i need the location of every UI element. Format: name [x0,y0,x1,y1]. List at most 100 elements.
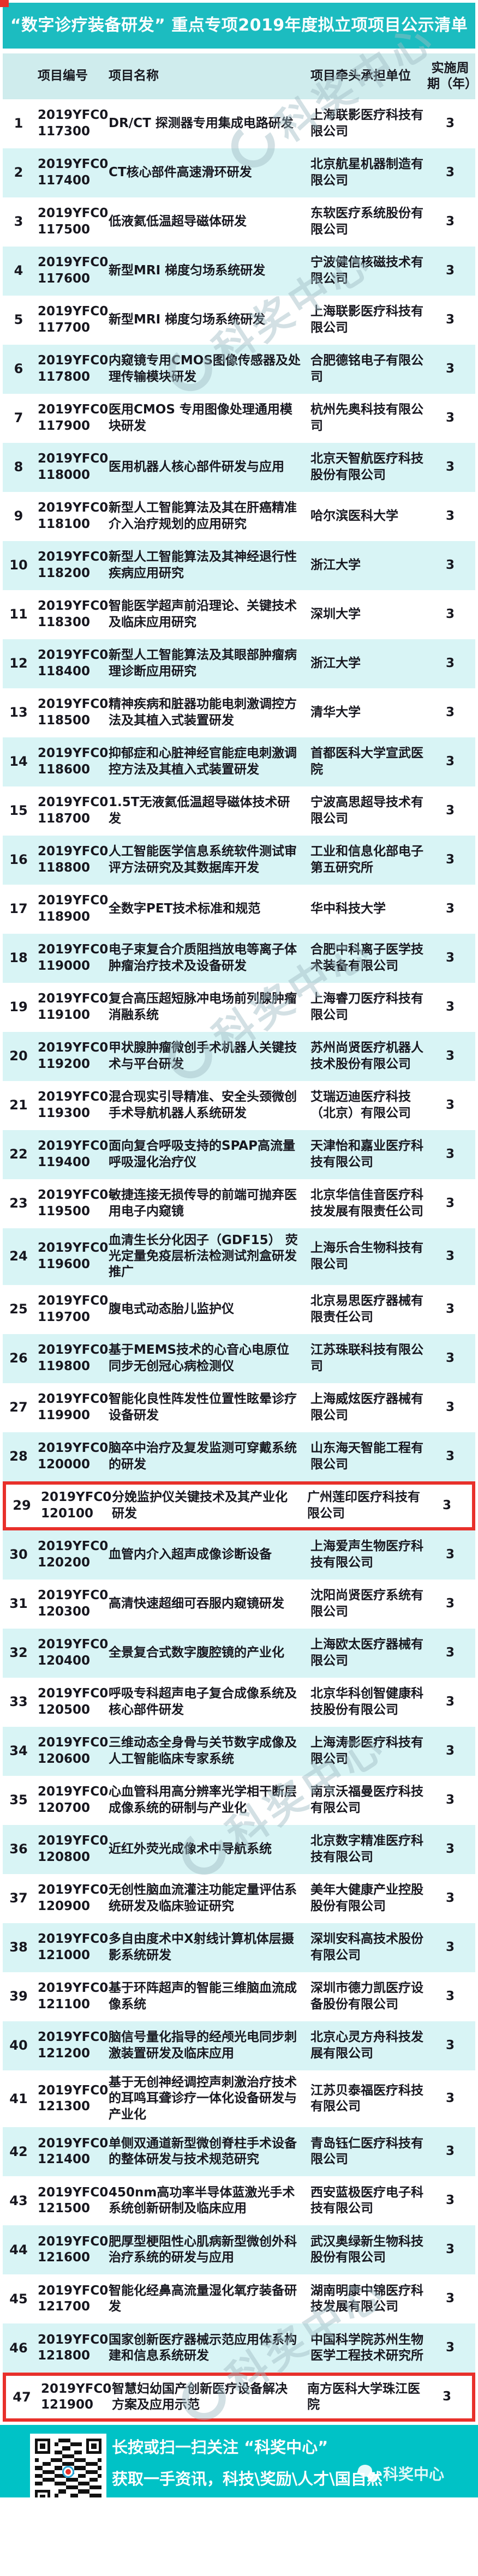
row-number: 30 [9,1547,28,1563]
table-row-21: 21 2019YFC0 119300 混合现实引导精准、安全头颈微创手术导航机器人系… [3,1080,475,1130]
row-number: 33 [9,1694,28,1710]
lead-organization: 上海威炫医疗器械有限公司 [310,1392,423,1422]
lead-organization: 北京天智航医疗科技股份有限公司 [310,452,423,482]
lead-organization: 武汉奥绿新生物科技股份有限公司 [310,2234,423,2265]
implementation-period: 3 [445,1302,455,1317]
lead-organization: 合肥德铭电子有限公司 [310,353,423,384]
lead-organization: 上海涛影医疗科技有限公司 [310,1736,423,1766]
implementation-period: 3 [445,1097,455,1112]
project-code: 2019YFC0 120900 [38,1883,109,1913]
implementation-period: 3 [445,2038,455,2053]
project-name: 近红外荧光成像术中导航系统 [109,1842,272,1857]
row-number: 7 [14,410,23,426]
project-name: 多自由度术中X射线计算机体层摄影系统研发 [109,1932,294,1962]
project-code: 2019YFC0 118700 [38,795,109,826]
lead-organization: 广州莲印医疗科技有限公司 [307,1490,420,1521]
lead-organization: 西安蓝极医疗电子科技有限公司 [310,2185,423,2216]
qr-finder-icon [35,2490,50,2498]
table-row-17: 17 2019YFC0 118900 全数字PET技术标准和规范 华中科技大学 3 [3,884,475,934]
table-row-35: 35 2019YFC0 120700 心血管科用高分辨率光学相干断层成像系统的研制与… [3,1775,475,1825]
row-number: 15 [9,803,28,819]
implementation-period: 3 [445,312,455,327]
project-code: 2019YFC0 119700 [38,1294,109,1324]
project-name: 电子束复合介质阻挡放电等离子体肿瘤治疗技术及设备研发 [109,942,297,973]
row-number: 41 [9,2091,28,2106]
project-name: 人工智能医学信息系统软件测试审评方法研究及其数据库开发 [109,844,297,875]
project-name: 单侧双通道新型微创脊柱手术设备的整体研发与技术规范研究 [109,2136,297,2167]
table-row-41: 41 2019YFC0 121300 基于无创神经调控声刺激治疗技术的耳鸣耳聋诊疗一… [3,2070,475,2128]
row-number: 19 [9,999,28,1015]
implementation-period: 3 [442,2389,451,2404]
project-code: 2019YFC0 121500 [38,2185,109,2216]
implementation-period: 3 [445,999,455,1014]
table-row-45: 45 2019YFC0 121700 智能化经鼻高流量湿化氧疗装备研发 湖南明康中锦医… [3,2274,475,2324]
footer-brand: 科奖中心 [357,2463,444,2484]
row-number: 35 [9,1792,28,1808]
lead-organization: 北京华科创智健康科技股份有限公司 [310,1686,423,1717]
row-number: 1 [14,116,23,131]
table-header-row: 项目编号 项目名称 项目牵头承担单位 实施周期（年） [3,53,477,99]
row-number: 16 [9,852,28,868]
implementation-period: 3 [445,361,455,376]
implementation-period: 3 [445,165,455,179]
lead-organization: 青岛钰仁医疗科技有限公司 [310,2136,423,2167]
implementation-period: 3 [445,410,455,425]
footer-brand-label: 科奖中心 [383,2465,444,2484]
lead-organization: 北京数字精准医疗科技有限公司 [310,1834,423,1864]
project-name: 脑卒中治疗及复发监测可穿戴系统的研发 [109,1441,297,1472]
implementation-period: 3 [445,901,455,916]
footer-line1: 长按或扫一扫关注 “科奖中心” [112,2438,328,2457]
project-code: 2019YFC0 117800 [38,353,109,384]
implementation-period: 3 [445,803,455,818]
project-name: CT核心部件高速滑环研发 [109,165,252,179]
project-name: 智能化良性阵发性位置性眩晕诊疗设备研发 [109,1392,297,1422]
implementation-period: 3 [445,1146,455,1161]
project-name: 新型人工智能算法及其眼部肿瘤病理诊断应用研究 [109,648,297,678]
table-row-26: 26 2019YFC0 119800 基于MEMS技术的心音心电原位同步无创冠心病检… [3,1334,475,1383]
project-name: DR/CT 探测器专用集成电路研发 [109,116,294,130]
implementation-period: 3 [445,2193,455,2208]
project-name: 肥厚型梗阻性心肌病新型微创外科治疗系统的研发与应用 [109,2234,297,2265]
implementation-period: 3 [445,2291,455,2306]
project-name: 450nm高功率半导体蓝激光手术系统创新研制及临床应用 [109,2185,295,2216]
qr-pattern [35,2439,101,2498]
lead-organization: 湖南明康中锦医疗科技发展有限公司 [310,2283,423,2314]
project-code: 2019YFC0 119000 [38,942,109,973]
lead-organization: 宁波高思超导技术有限公司 [310,795,423,826]
project-code: 2019YFC0 117300 [38,108,109,139]
row-number: 32 [9,1645,28,1661]
implementation-period: 3 [445,1196,455,1210]
project-code: 2019YFC0 117700 [38,304,109,335]
project-name: 基于环阵超声的智能三维脑血流成像系统 [109,1981,297,2011]
header-implementation-period: 实施周期（年） [427,61,477,91]
project-name: 三维动态全身骨与关节数字成像及人工智能临床专家系统 [109,1736,297,1766]
project-name: 新型人工智能算法及其神经退行性疾病应用研究 [109,550,297,580]
project-name: 新型MRI 梯度匀场系统研发 [109,263,266,278]
project-code: 2019YFC0 121100 [38,1981,109,2011]
table-row-6: 6 2019YFC0 117800 内窥镜专用CMOS图像传感器及处理传输模块研发合… [3,344,475,394]
project-name: 甲状腺肿瘤微创手术机器人关键技术与平台研发 [109,1041,297,1071]
project-name: 智能化经鼻高流量湿化氧疗装备研发 [109,2283,297,2314]
lead-organization: 天津怡和嘉业医疗科技有限公司 [310,1139,423,1169]
row-number: 47 [13,2389,31,2405]
lead-organization: 首都医科大学宣武医院 [310,746,423,777]
project-name: 国家创新医疗器械示范应用体系构建和信息系统研发 [109,2332,297,2363]
implementation-period: 3 [445,1547,455,1562]
row-number: 13 [9,705,28,720]
project-name: 复合高压超短脉冲电场前列腺肿瘤消融系统 [109,992,297,1022]
row-number: 6 [14,361,23,377]
table-row-34: 34 2019YFC0 120600 三维动态全身骨与关节数字成像及人工智能临床专家… [3,1726,475,1776]
lead-organization: 南京沃福曼医疗科技有限公司 [310,1785,423,1815]
page-title: “数字诊疗装备研发” 重点专项2019年度拟立项项目公示清单 [3,3,475,49]
project-name: 智能医学超声前沿理论、关键技术及临床应用研究 [109,599,297,629]
lead-organization: 上海爱声生物医疗科技有限公司 [310,1539,423,1570]
row-number: 34 [9,1743,28,1759]
project-name: 高清快速超细可吞服内窥镜研发 [109,1596,284,1611]
row-number: 9 [14,508,23,524]
header-project-name: 项目名称 [109,69,159,83]
project-name: 面向复合呼吸支持的SPAP高流量呼吸湿化治疗仪 [109,1139,295,1169]
lead-organization: 上海联影医疗科技有限公司 [310,304,423,335]
row-number: 5 [14,312,23,328]
project-name: 抑郁症和心脏神经官能症电刺激调控方法及其植入式装置研发 [109,746,297,777]
table-row-46: 46 2019YFC0 121800 国家创新医疗器械示范应用体系构建和信息系统研发… [3,2323,475,2373]
